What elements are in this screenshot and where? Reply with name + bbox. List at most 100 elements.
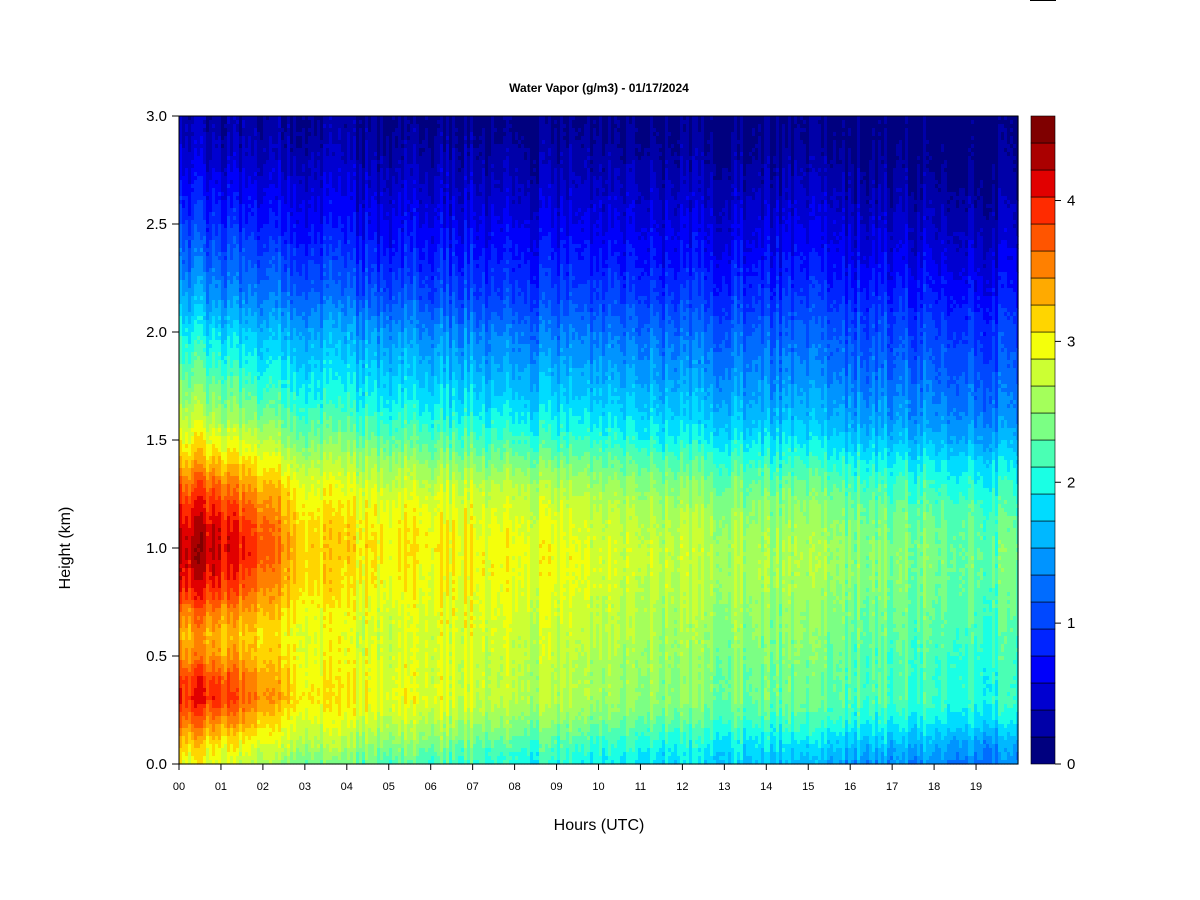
heatmap-cell <box>305 560 309 569</box>
heatmap-cell <box>494 484 498 509</box>
heatmap-cell <box>362 116 366 169</box>
heatmap-cell <box>524 320 528 325</box>
heatmap-cell <box>239 680 243 709</box>
heatmap-cell <box>464 712 468 725</box>
heatmap-cell <box>410 300 414 317</box>
heatmap-cell <box>482 164 486 169</box>
heatmap-cell <box>263 500 267 517</box>
heatmap-cell <box>194 140 198 145</box>
heatmap-cell <box>206 356 210 377</box>
heatmap-cell <box>470 384 474 413</box>
heatmap-cell <box>428 488 432 493</box>
heatmap-column <box>257 116 261 765</box>
heatmap-cell <box>215 592 219 609</box>
heatmap-cell <box>230 172 234 181</box>
heatmap-cell <box>215 144 219 149</box>
heatmap-cell <box>362 436 366 449</box>
heatmap-cell <box>419 228 423 261</box>
heatmap-cell <box>194 596 198 601</box>
heatmap-cell <box>254 444 258 457</box>
heatmap-cell <box>188 288 192 313</box>
heatmap-cell <box>461 636 465 645</box>
heatmap-cell <box>308 384 312 389</box>
heatmap-cell <box>479 628 483 701</box>
heatmap-cell <box>524 652 528 657</box>
heatmap-cell <box>377 524 381 541</box>
heatmap-cell <box>431 460 435 481</box>
heatmap-cell <box>206 376 210 405</box>
heatmap-cell <box>209 712 213 725</box>
heatmap-cell <box>275 340 279 361</box>
heatmap-column <box>506 116 510 765</box>
heatmap-cell <box>314 736 318 753</box>
heatmap-cell <box>185 344 189 349</box>
heatmap-cell <box>389 396 393 413</box>
heatmap-cell <box>182 616 186 633</box>
heatmap-cell <box>221 344 225 361</box>
heatmap-cell <box>506 556 510 573</box>
heatmap-cell <box>407 708 411 725</box>
heatmap-cell <box>431 376 435 397</box>
heatmap-cell <box>506 232 510 237</box>
heatmap-cell <box>416 320 420 325</box>
heatmap-cell <box>317 444 321 461</box>
heatmap-cell <box>404 456 408 477</box>
heatmap-cell <box>332 432 336 445</box>
heatmap-cell <box>203 644 207 665</box>
heatmap-cell <box>200 256 204 277</box>
heatmap-cell <box>260 568 264 589</box>
heatmap-cell <box>329 500 333 521</box>
heatmap-cell <box>350 488 354 493</box>
heatmap-cell <box>305 192 309 229</box>
heatmap-cell <box>248 592 252 613</box>
heatmap-cell <box>311 196 315 225</box>
heatmap-cell <box>437 612 441 621</box>
heatmap-cell <box>218 252 222 257</box>
heatmap-cell <box>230 396 234 413</box>
heatmap-cell <box>185 676 189 709</box>
heatmap-cell <box>416 324 420 329</box>
heatmap-cell <box>437 676 441 685</box>
heatmap-cell <box>365 180 369 185</box>
heatmap-cell <box>473 624 477 629</box>
heatmap-cell <box>407 676 411 709</box>
heatmap-cell <box>500 736 504 753</box>
heatmap-cell <box>359 652 363 717</box>
heatmap-cell <box>455 428 459 453</box>
heatmap-cell <box>290 464 294 469</box>
heatmap-cell <box>410 500 414 545</box>
heatmap-cell <box>239 732 243 741</box>
heatmap-cell <box>371 196 375 241</box>
heatmap-column <box>377 116 381 765</box>
heatmap-cell <box>281 456 285 477</box>
heatmap-cell <box>194 668 198 689</box>
heatmap-cell <box>338 272 342 277</box>
heatmap-cell <box>383 280 387 289</box>
heatmap-cell <box>458 196 462 205</box>
heatmap-cell <box>227 728 231 737</box>
heatmap-cell <box>431 708 435 725</box>
heatmap-cell <box>218 724 222 741</box>
heatmap-cell <box>389 364 393 369</box>
heatmap-cell <box>458 324 462 349</box>
heatmap-cell <box>527 412 531 437</box>
heatmap-cell <box>368 508 372 541</box>
heatmap-cell <box>434 648 438 653</box>
heatmap-cell <box>290 500 294 537</box>
heatmap-cell <box>191 136 195 161</box>
heatmap-cell <box>509 116 513 121</box>
heatmap-cell <box>212 428 216 445</box>
heatmap-cell <box>497 364 501 369</box>
heatmap-cell <box>341 152 345 157</box>
heatmap-cell <box>452 256 456 265</box>
heatmap-cell <box>236 360 240 377</box>
heatmap-cell <box>395 692 399 697</box>
heatmap-cell <box>317 160 321 197</box>
heatmap-cell <box>311 328 315 345</box>
heatmap-cell <box>464 308 468 329</box>
heatmap-cell <box>275 584 279 605</box>
heatmap-cell <box>317 360 321 381</box>
heatmap-cell <box>338 456 342 473</box>
heatmap-cell <box>203 236 207 245</box>
heatmap-cell <box>218 356 222 361</box>
